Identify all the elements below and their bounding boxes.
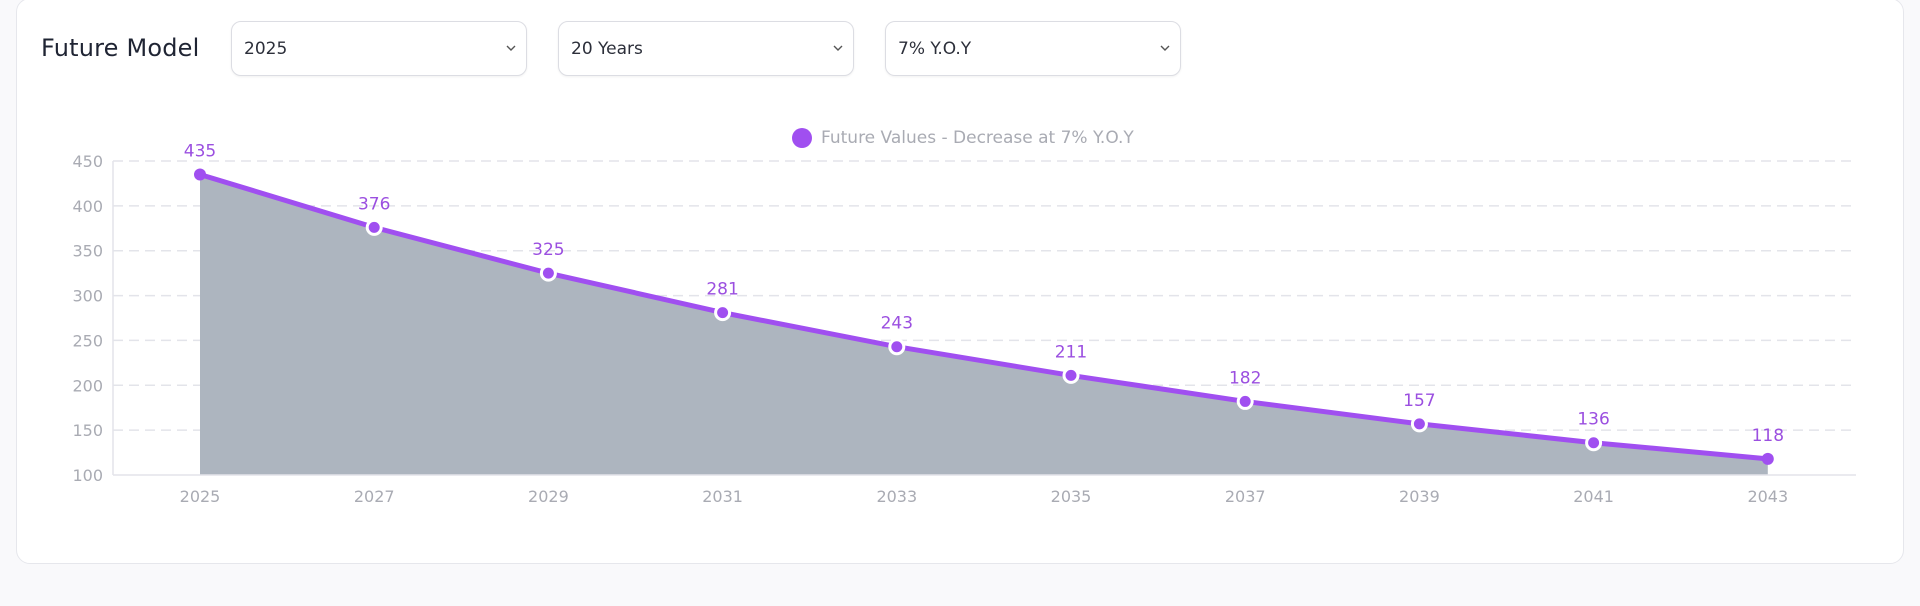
chevron-down-icon (1160, 45, 1170, 51)
y-tick-label: 100 (72, 466, 103, 485)
data-point (1585, 434, 1603, 452)
data-label: 182 (1229, 368, 1261, 388)
y-tick-label: 200 (72, 376, 103, 395)
series-line (199, 172, 1769, 462)
x-tick-label: 2037 (1225, 487, 1266, 506)
duration-select[interactable]: 20 Years (558, 21, 854, 76)
rate-select[interactable]: 7% Y.O.Y (885, 21, 1181, 76)
data-label: 243 (881, 314, 913, 334)
data-label: 136 (1577, 410, 1609, 430)
area-fill (200, 174, 1768, 475)
x-tick-label: 2029 (528, 487, 569, 506)
data-point (365, 218, 383, 236)
legend-label: Future Values - Decrease at 7% Y.O.Y (821, 128, 1134, 148)
x-tick-label: 2025 (180, 487, 221, 506)
x-tick-label: 2043 (1747, 487, 1788, 506)
start-year-value: 2025 (244, 39, 288, 59)
data-label: 376 (358, 194, 390, 214)
data-label: 435 (184, 141, 216, 161)
x-tick-label: 2033 (876, 487, 917, 506)
data-point (539, 264, 557, 282)
start-year-select[interactable]: 2025 (231, 21, 527, 76)
y-tick-label: 400 (72, 197, 103, 216)
data-point (1062, 366, 1080, 384)
data-label: 281 (706, 280, 738, 300)
x-tick-label: 2031 (702, 487, 743, 506)
data-point (1410, 415, 1428, 433)
y-tick-label: 150 (72, 421, 103, 440)
x-tick-label: 2041 (1573, 487, 1614, 506)
data-label: 325 (532, 240, 564, 260)
data-label: 118 (1752, 426, 1784, 446)
legend-marker (792, 128, 812, 148)
data-point (1761, 452, 1774, 465)
data-point (194, 168, 206, 181)
data-point (888, 338, 906, 356)
x-tick-label: 2035 (1051, 487, 1092, 506)
chevron-down-icon (833, 45, 843, 51)
y-tick-label: 350 (72, 242, 103, 261)
x-tick-label: 2027 (354, 487, 395, 506)
y-tick-label: 250 (72, 331, 103, 350)
data-label: 157 (1403, 391, 1435, 411)
rate-value: 7% Y.O.Y (898, 39, 972, 59)
duration-value: 20 Years (571, 39, 643, 59)
data-point (1236, 392, 1254, 410)
y-tick-label: 300 (72, 287, 103, 306)
page-title: Future Model (41, 34, 200, 62)
x-tick-label: 2039 (1399, 487, 1440, 506)
y-tick-label: 450 (72, 152, 103, 171)
data-label: 211 (1055, 342, 1087, 362)
chevron-down-icon (506, 45, 516, 51)
data-point (714, 304, 732, 322)
